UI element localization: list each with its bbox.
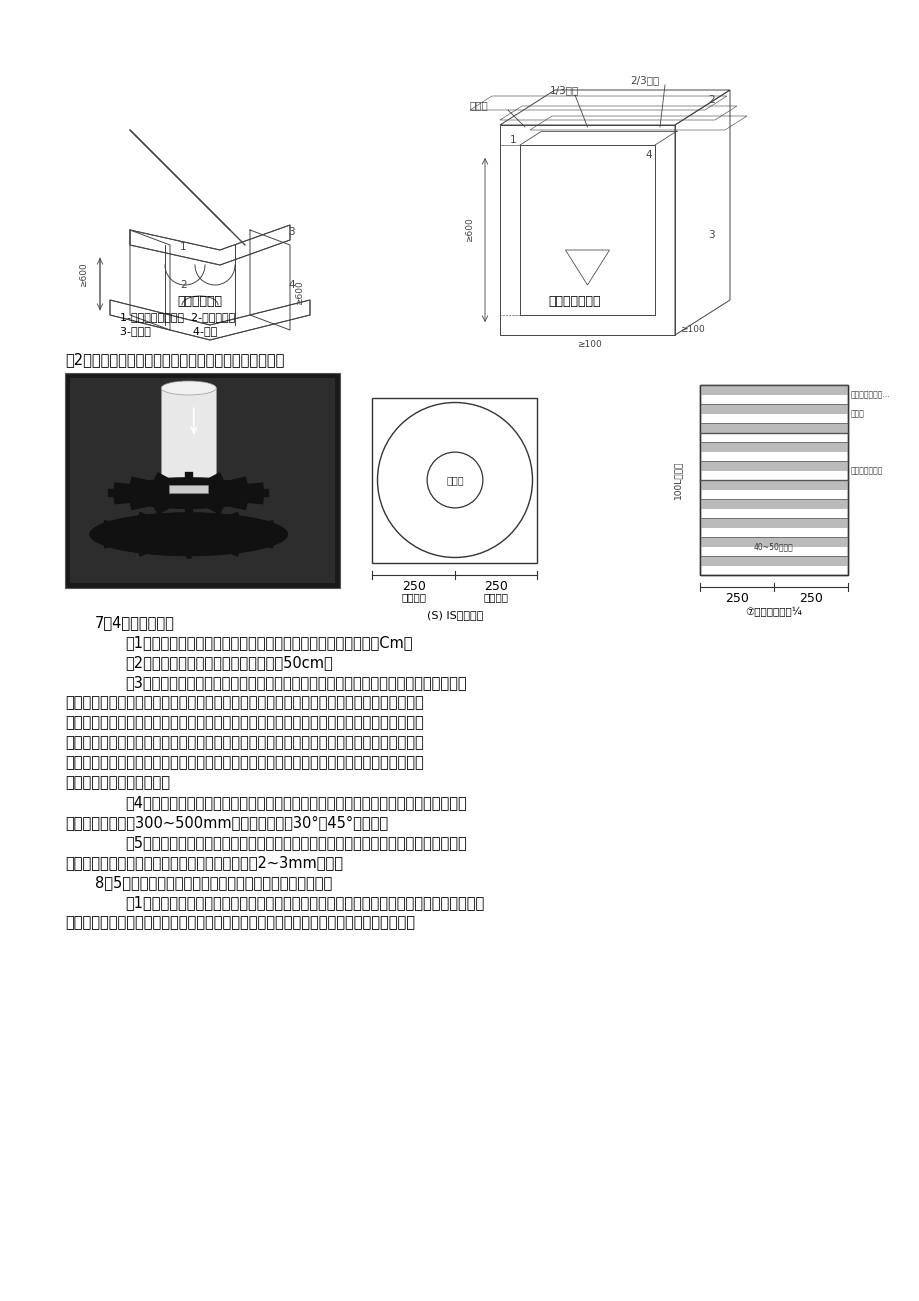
- Text: 材面一般应保持在300~500mm距离，与基层成30°－45°角为宜。: 材面一般应保持在300~500mm距离，与基层成30°－45°角为宜。: [65, 814, 388, 830]
- Text: 3-找平层            4-卷材: 3-找平层 4-卷材: [119, 327, 217, 336]
- Text: （2）接头位置：相邻卷材接头部位错开50cm。: （2）接头位置：相邻卷材接头部位错开50cm。: [125, 654, 333, 670]
- Text: 1: 1: [180, 242, 187, 252]
- Bar: [372, 398, 537, 562]
- Text: 阴角卷材铺贴法: 阴角卷材铺贴法: [548, 295, 601, 308]
- Text: 7．4防水卷材铺贴: 7．4防水卷材铺贴: [95, 615, 175, 630]
- Text: ⑦长条正裁加剪¼: ⑦长条正裁加剪¼: [744, 608, 801, 617]
- Text: 4: 4: [644, 150, 651, 160]
- Text: 板，经验收合格后，方可进行大面积施工；按分档位置要求，将卷材按铺贴长度和弹线尺寸裁: 板，经验收合格后，方可进行大面积施工；按分档位置要求，将卷材按铺贴长度和弹线尺寸…: [65, 695, 424, 710]
- Bar: [699, 385, 847, 575]
- Ellipse shape: [161, 381, 216, 396]
- Bar: [699, 405, 847, 415]
- Bar: [699, 518, 847, 528]
- Bar: [699, 537, 847, 548]
- Text: 2: 2: [180, 280, 187, 290]
- Text: 40~50毫厘度: 40~50毫厘度: [754, 543, 793, 552]
- Bar: [699, 500, 847, 510]
- Text: 1: 1: [509, 135, 516, 144]
- Text: 8．5卷材收头（根据设计要求对图纸做法及说明相应调整）: 8．5卷材收头（根据设计要求对图纸做法及说明相应调整）: [95, 876, 332, 890]
- Text: 工。点燃汽油噴灯，烘烤卷材地面与基层交接处，使卷材地面的氥青熶化，沿卷材幅宽往返加: 工。点燃汽油噴灯，烘烤卷材地面与基层交接处，使卷材地面的氥青熶化，沿卷材幅宽往返…: [65, 735, 424, 749]
- Bar: [699, 480, 847, 490]
- Text: 250: 250: [724, 592, 748, 605]
- Text: 剪并卷好备用，外墙防水层直接从底板用出接头开始，按搞接要求从下往上进行外墙防水层施: 剪并卷好备用，外墙防水层直接从底板用出接头开始，按搞接要求从下往上进行外墙防水层…: [65, 716, 424, 730]
- Bar: [699, 385, 847, 396]
- Text: ≥100: ≥100: [577, 340, 602, 349]
- Text: （方形）: （方形）: [483, 592, 508, 602]
- Text: 1-转折处卷材加固层  2-角部加固层: 1-转折处卷材加固层 2-角部加固层: [119, 312, 235, 323]
- Bar: [65, 373, 340, 588]
- Text: 4: 4: [288, 280, 294, 290]
- Bar: [699, 556, 847, 566]
- Text: 挡墙阴角位置与预留底板卷材做接茛处理，新做侧壁卷材铺贴压实置于预留底板卷材之上。: 挡墙阴角位置与预留底板卷材做接茛处理，新做侧壁卷材铺贴压实置于预留底板卷材之上。: [65, 915, 414, 930]
- Text: ≥600: ≥600: [295, 280, 303, 304]
- Text: 100L＋液差: 100L＋液差: [673, 461, 682, 500]
- Bar: [699, 385, 847, 575]
- Text: 全幅宽: 全幅宽: [470, 100, 488, 111]
- Text: (S) IS（方）钓: (S) IS（方）钓: [426, 610, 482, 621]
- Text: 折断后卷材铺贴...: 折断后卷材铺贴...: [850, 390, 890, 399]
- Text: 250: 250: [799, 592, 822, 605]
- Text: 3: 3: [708, 230, 714, 239]
- Text: 分割工: 分割工: [850, 409, 864, 418]
- Text: （3）铺设规定：弹线分档、确定卷材实际铺贴位置、铺贴间距，选择一个区域范围做样: （3）铺设规定：弹线分档、确定卷材实际铺贴位置、铺贴间距，选择一个区域范围做样: [125, 675, 466, 690]
- Bar: [699, 423, 847, 433]
- Text: （1）卷材的搞接拼接均采用热熶满粘，卷材搞接宽度不少于１０Cm。: （1）卷材的搞接拼接均采用热熶满粘，卷材搞接宽度不少于１０Cm。: [125, 635, 412, 650]
- Text: ≥100: ≥100: [679, 325, 704, 334]
- Bar: [699, 461, 847, 471]
- Text: 250: 250: [483, 579, 507, 592]
- Text: 1/3幅宽: 1/3幅宽: [550, 85, 579, 95]
- Text: 2: 2: [708, 95, 714, 105]
- Text: 2/3幅宽: 2/3幅宽: [630, 75, 659, 85]
- Text: （5）卷材的接缝处理：卷材搞接缝处用汽油噴灯加热，压合至边缘挤出氥青粘牢；大面: （5）卷材的接缝处理：卷材搞接缝处用汽油噴灯加热，压合至边缘挤出氥青粘牢；大面: [125, 835, 466, 850]
- Text: 匀，掌握好铺设压边宽度。: 匀，掌握好铺设压边宽度。: [65, 775, 170, 790]
- Text: 3: 3: [288, 226, 294, 237]
- Text: ≥600: ≥600: [465, 217, 474, 242]
- Ellipse shape: [161, 477, 216, 492]
- Text: （2）外墙穿墙套管防水施工做法及防水裁剪大样如下图: （2）外墙穿墙套管防水施工做法及防水裁剪大样如下图: [65, 353, 284, 367]
- Text: 管直径: 管直径: [446, 475, 463, 485]
- Text: 阳角材铺贴法: 阳角材铺贴法: [177, 295, 222, 308]
- Text: 积的卷材横纵接缝处必须溢出不间断的氥青，宽度2~3mm为宜。: 积的卷材横纵接缝处必须溢出不间断的氥青，宽度2~3mm为宜。: [65, 855, 343, 870]
- Bar: [70, 379, 335, 583]
- Text: 热，边烘烤边向上滚动卷材，排除卷材与基层间的气体，使卷材与基层粘结牢固。要求用力均: 热，边烘烤边向上滚动卷材，排除卷材与基层间的气体，使卷材与基层粘结牢固。要求用力…: [65, 755, 424, 770]
- Text: （4）采用热熶法铺贴卷材时应注意加热均匀，不得过分加热或烧穿卷材。火焏噴灯与卷: （4）采用热熶法铺贴卷材时应注意加热均匀，不得过分加热或烧穿卷材。火焏噴灯与卷: [125, 795, 466, 811]
- Text: 250: 250: [402, 579, 425, 592]
- Text: （圆形）: （圆形）: [401, 592, 425, 602]
- Bar: [169, 485, 208, 493]
- Text: （1）车库顶板阳角位置与顶板预留防水卷材做接茛处理，预留卷材置于新做侧壁卷材之上；: （1）车库顶板阳角位置与顶板预留防水卷材做接茛处理，预留卷材置于新做侧壁卷材之上…: [125, 895, 483, 909]
- Ellipse shape: [114, 477, 264, 510]
- Text: ≥600: ≥600: [79, 263, 88, 288]
- Bar: [161, 388, 216, 485]
- Ellipse shape: [88, 511, 289, 557]
- Text: 管壁与外墙多层: 管壁与外墙多层: [850, 466, 882, 475]
- Bar: [699, 442, 847, 453]
